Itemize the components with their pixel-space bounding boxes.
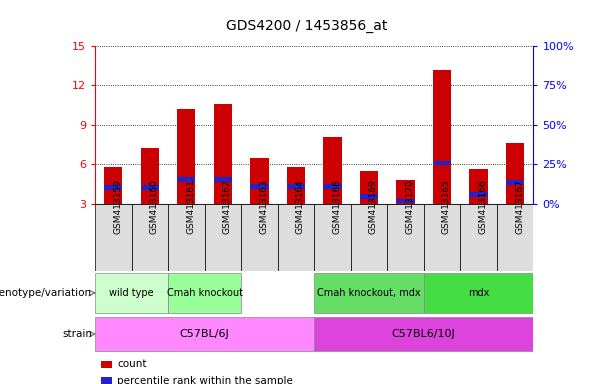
- Bar: [323, 184, 341, 189]
- Text: wild type: wild type: [109, 288, 154, 298]
- Text: Cmah knockout: Cmah knockout: [167, 288, 243, 298]
- Text: genotype/variation: genotype/variation: [0, 288, 92, 298]
- Bar: [250, 184, 268, 189]
- Bar: [214, 177, 232, 182]
- Bar: [433, 161, 451, 165]
- Bar: [506, 143, 524, 204]
- Bar: [214, 104, 232, 204]
- Bar: [323, 137, 341, 204]
- Bar: [132, 204, 168, 271]
- Bar: [351, 204, 387, 271]
- Text: GDS4200 / 1453856_at: GDS4200 / 1453856_at: [226, 19, 387, 33]
- Bar: [177, 177, 196, 182]
- Bar: [397, 199, 414, 203]
- Bar: [387, 204, 424, 271]
- Bar: [95, 204, 132, 271]
- Bar: [168, 273, 241, 313]
- Text: C57BL/6J: C57BL/6J: [180, 329, 229, 339]
- Bar: [241, 204, 278, 271]
- Bar: [506, 180, 524, 185]
- Bar: [470, 192, 488, 197]
- Text: GSM413160: GSM413160: [150, 179, 159, 234]
- Bar: [433, 70, 451, 204]
- Bar: [140, 185, 159, 190]
- Bar: [470, 169, 488, 204]
- Bar: [314, 204, 351, 271]
- Text: GSM413167: GSM413167: [515, 179, 524, 234]
- Bar: [424, 273, 533, 313]
- Text: GSM413159: GSM413159: [113, 179, 122, 234]
- Text: GSM413168: GSM413168: [332, 179, 341, 234]
- Text: count: count: [117, 359, 147, 369]
- Bar: [140, 149, 159, 204]
- Bar: [95, 273, 168, 313]
- Text: GSM413169: GSM413169: [369, 179, 378, 234]
- Bar: [497, 204, 533, 271]
- Bar: [278, 204, 314, 271]
- Text: GSM413170: GSM413170: [405, 179, 414, 234]
- Text: Cmah knockout, mdx: Cmah knockout, mdx: [317, 288, 421, 298]
- Bar: [104, 167, 123, 204]
- Text: GSM413166: GSM413166: [479, 179, 487, 234]
- Text: GSM413161: GSM413161: [186, 179, 196, 234]
- Bar: [424, 204, 460, 271]
- Text: strain: strain: [62, 329, 92, 339]
- Bar: [250, 157, 268, 204]
- Bar: [287, 167, 305, 204]
- Bar: [397, 180, 414, 204]
- Text: C57BL6/10J: C57BL6/10J: [392, 329, 455, 339]
- Bar: [460, 204, 497, 271]
- Bar: [95, 317, 314, 351]
- Text: GSM413164: GSM413164: [296, 179, 305, 234]
- Text: GSM413162: GSM413162: [223, 179, 232, 234]
- Bar: [104, 185, 123, 190]
- Bar: [314, 273, 424, 313]
- Text: mdx: mdx: [468, 288, 489, 298]
- Bar: [360, 194, 378, 199]
- Bar: [205, 204, 241, 271]
- Bar: [314, 317, 533, 351]
- Text: GSM413163: GSM413163: [259, 179, 268, 234]
- Bar: [287, 184, 305, 189]
- Text: GSM413165: GSM413165: [442, 179, 451, 234]
- Bar: [360, 171, 378, 204]
- Bar: [177, 109, 196, 204]
- Text: percentile rank within the sample: percentile rank within the sample: [117, 376, 293, 384]
- Bar: [168, 204, 205, 271]
